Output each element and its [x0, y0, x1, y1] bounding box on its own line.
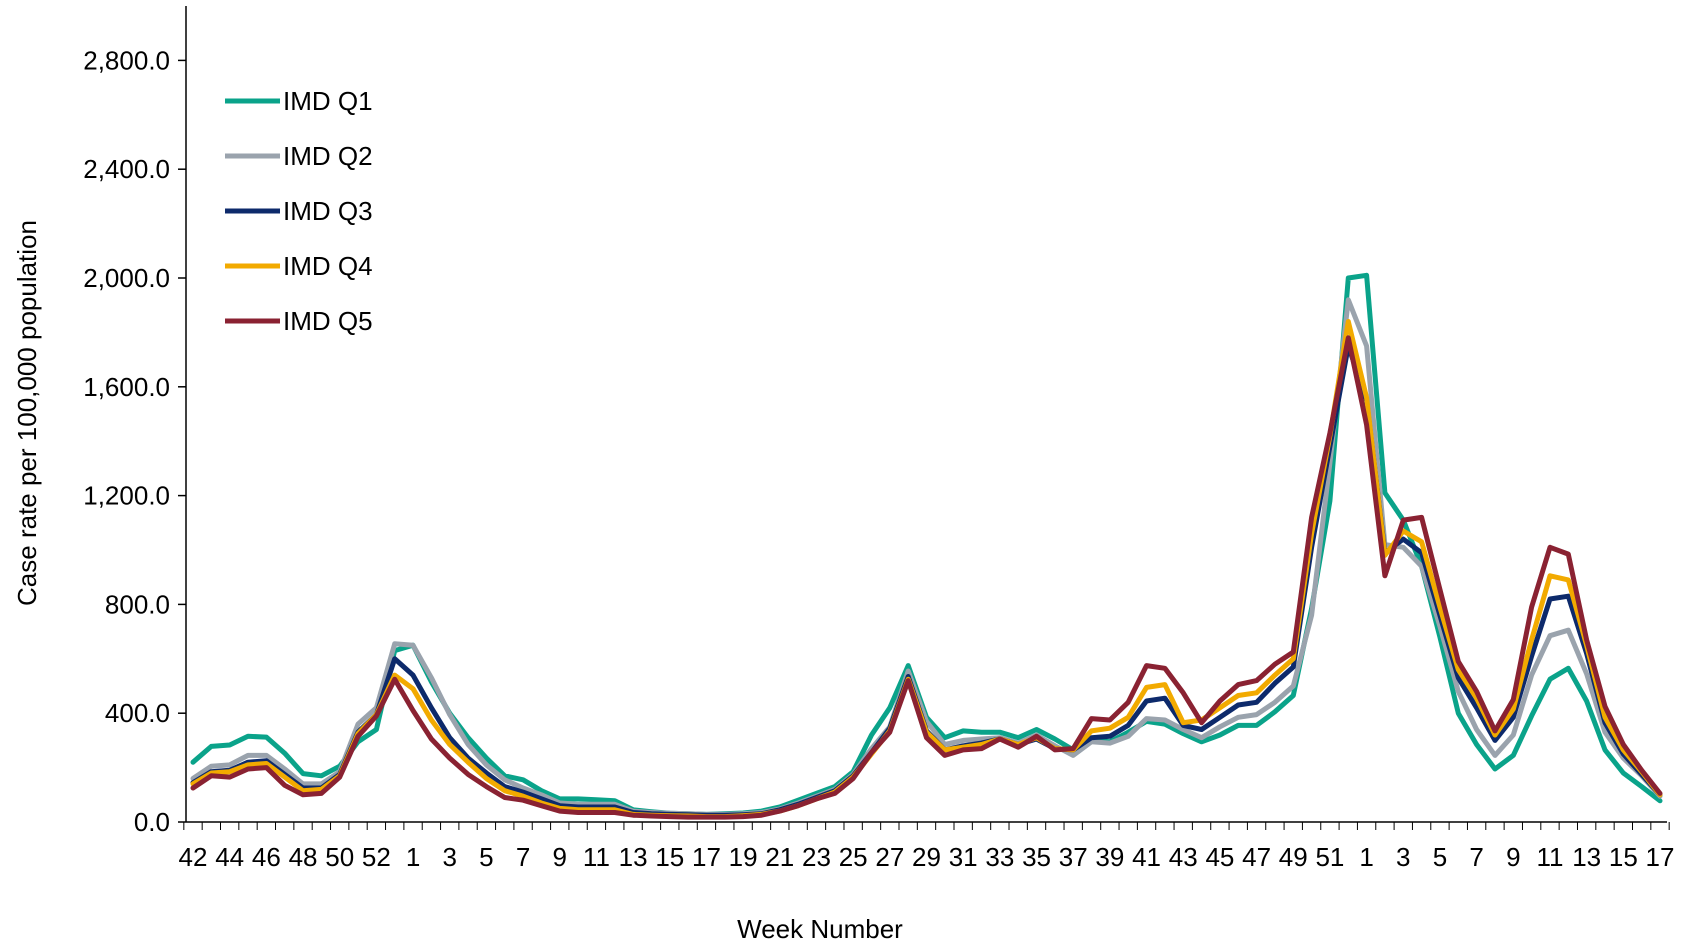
- x-tick-label: 47: [1242, 842, 1271, 872]
- x-tick-label: 50: [325, 842, 354, 872]
- x-tick-label: 13: [1572, 842, 1601, 872]
- x-tick-label: 43: [1169, 842, 1198, 872]
- x-tick-label: 39: [1095, 842, 1124, 872]
- x-tick-label: 31: [949, 842, 978, 872]
- x-tick-label: 45: [1205, 842, 1234, 872]
- y-tick-label: 400.0: [105, 698, 170, 728]
- legend: IMD Q1 IMD Q2 IMD Q3 IMD Q4 IMD Q5: [225, 86, 373, 336]
- series-lines: [190, 272, 1663, 820]
- x-tick-label: 23: [802, 842, 831, 872]
- x-tick-label: 49: [1279, 842, 1308, 872]
- x-axis-title: Week Number: [737, 914, 903, 943]
- x-axis-ticks: 42 44 46 48 50 52 1 3 5 7 9 11 13 15 17 19 21 23 25 27 29 31 3…: [179, 822, 1675, 872]
- x-tick-label: 46: [252, 842, 281, 872]
- x-tick-label: 17: [1646, 842, 1675, 872]
- legend-label: IMD Q1: [283, 86, 373, 116]
- legend-label: IMD Q4: [283, 251, 373, 281]
- x-tick-label: 19: [729, 842, 758, 872]
- x-tick-label: 9: [553, 842, 567, 872]
- x-tick-label: 1: [1359, 842, 1373, 872]
- x-tick-label: 52: [362, 842, 391, 872]
- y-tick-label: 2,800.0: [83, 45, 170, 75]
- y-tick-label: 1,200.0: [83, 481, 170, 511]
- x-tick-label: 9: [1506, 842, 1520, 872]
- x-tick-label: 25: [839, 842, 868, 872]
- series-line-imd-q5: [190, 335, 1663, 820]
- x-tick-label: 41: [1132, 842, 1161, 872]
- x-tick-label: 11: [583, 842, 610, 872]
- x-tick-label: 51: [1315, 842, 1344, 872]
- x-tick-label: 33: [985, 842, 1014, 872]
- x-tick-label: 44: [215, 842, 244, 872]
- x-tick-label: 48: [289, 842, 318, 872]
- x-tick-label: 15: [655, 842, 684, 872]
- x-tick-label: 7: [516, 842, 530, 872]
- y-tick-label: 2,400.0: [83, 154, 170, 184]
- y-tick-label: 2,000.0: [83, 263, 170, 293]
- x-tick-label: 13: [619, 842, 648, 872]
- x-tick-label: 17: [692, 842, 721, 872]
- y-tick-label: 1,600.0: [83, 372, 170, 402]
- x-tick-label: 11: [1536, 842, 1563, 872]
- x-tick-label: 7: [1469, 842, 1483, 872]
- x-tick-label: 1: [406, 842, 420, 872]
- chart-axes: [185, 6, 1667, 823]
- x-tick-label: 27: [875, 842, 904, 872]
- x-tick-label: 29: [912, 842, 941, 872]
- series-line-imd-q2: [190, 297, 1663, 817]
- series-line-imd-q4: [190, 319, 1663, 820]
- x-tick-label: 3: [1396, 842, 1410, 872]
- x-tick-label: 37: [1059, 842, 1088, 872]
- x-tick-label: 5: [479, 842, 493, 872]
- y-tick-label: 800.0: [105, 589, 170, 619]
- legend-label: IMD Q2: [283, 141, 373, 171]
- x-tick-label: 21: [765, 842, 794, 872]
- x-tick-label: 35: [1022, 842, 1051, 872]
- x-tick-label: 42: [179, 842, 208, 872]
- x-tick-label: 5: [1433, 842, 1447, 872]
- y-tick-label: 0.0: [134, 807, 170, 837]
- y-axis-ticks: 0.0 400.0 800.0 1,200.0 1,600.0 2,000.0 2,400.…: [83, 45, 186, 837]
- y-axis-title: Case rate per 100,000 population: [12, 220, 42, 606]
- legend-label: IMD Q3: [283, 196, 373, 226]
- x-tick-label: 3: [442, 842, 456, 872]
- legend-label: IMD Q5: [283, 306, 373, 336]
- x-tick-label: 15: [1609, 842, 1638, 872]
